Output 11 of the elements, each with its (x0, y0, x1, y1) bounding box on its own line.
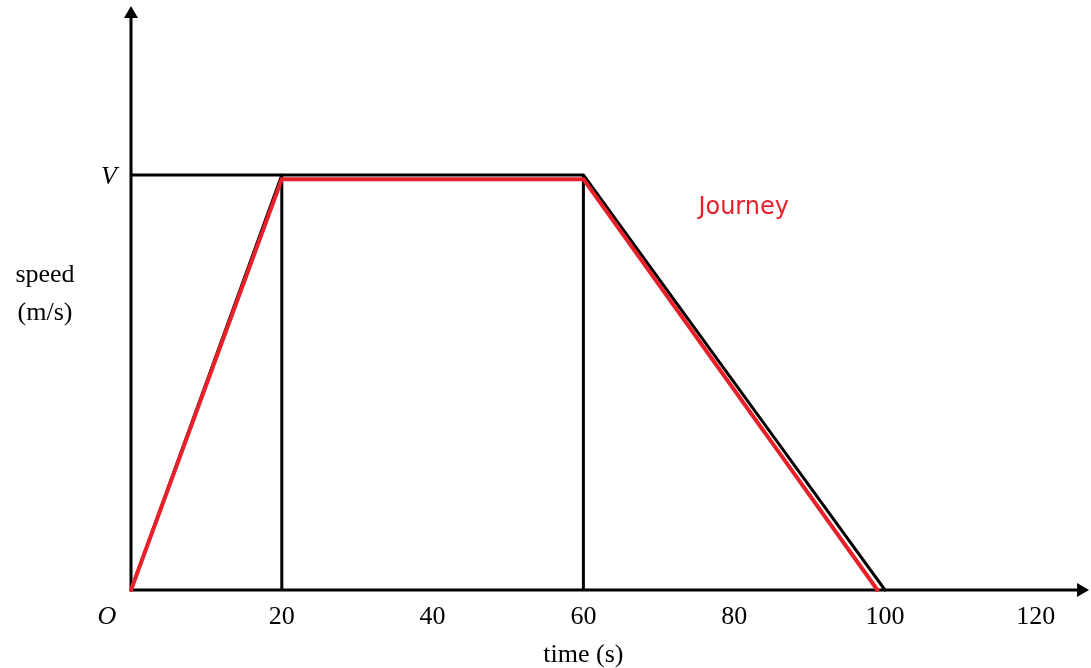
annotation: O (97, 601, 117, 630)
x-tick-label: 80 (721, 601, 748, 630)
x-tick-label: 60 (570, 601, 597, 630)
x-tick-label: 100 (865, 601, 905, 630)
x-tick-label: 120 (1016, 601, 1056, 630)
x-tick-label: 40 (419, 601, 446, 630)
text: Journey (696, 192, 790, 221)
y-axis-title: speed (m/s) (15, 259, 75, 326)
x-axis-title: time (s) (543, 639, 624, 668)
x-tick-label: 20 (268, 601, 295, 630)
ref-line-label: V (101, 161, 121, 190)
